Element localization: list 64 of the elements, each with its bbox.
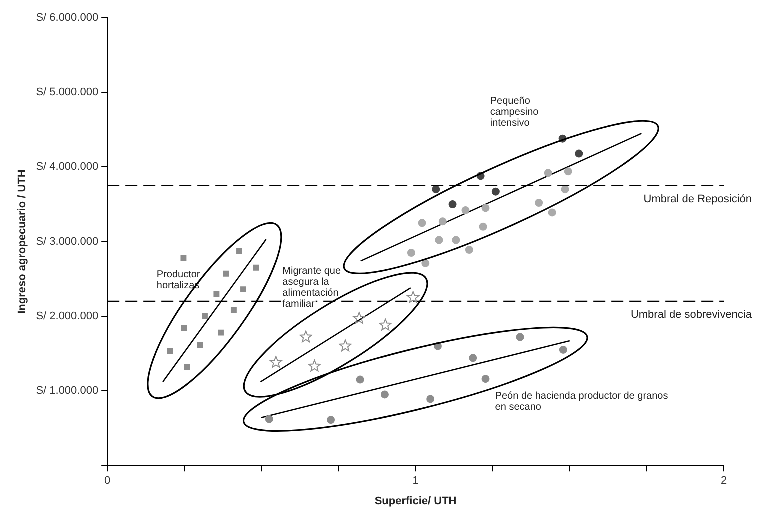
point [535, 199, 544, 208]
y-tick-label: S/ 1.000.000 [36, 385, 99, 398]
y-tick-label: S/ 5.000.000 [36, 86, 99, 99]
point [469, 354, 478, 362]
point [253, 264, 260, 271]
point [492, 188, 500, 196]
point [564, 168, 572, 176]
point [438, 218, 447, 226]
point [407, 291, 420, 304]
point [448, 200, 457, 208]
x-tick-label: 1 [412, 475, 419, 488]
point [559, 346, 568, 354]
point [218, 330, 224, 336]
ref-line-label: Umbral de sobrevivencia [630, 309, 753, 322]
annotation: Peón de hacienda productor de granos en secano [495, 391, 668, 414]
point [223, 270, 230, 277]
point [462, 206, 470, 214]
point [180, 255, 187, 262]
x-axis-title: Superficie/ UTH [374, 495, 457, 508]
y-tick-label: S/ 2.000.000 [36, 310, 99, 322]
point [202, 313, 208, 320]
point [308, 360, 321, 372]
point [339, 340, 352, 352]
point [482, 204, 490, 212]
point [452, 236, 460, 244]
y-tick-label: S/ 3.000.000 [36, 236, 99, 248]
y-tick-label: S/ 6.000.000 [36, 12, 99, 24]
point [561, 186, 570, 194]
point [236, 248, 242, 254]
point [353, 312, 366, 324]
point [479, 222, 488, 231]
y-tick-label: S/ 4.000.000 [36, 161, 99, 174]
point [426, 395, 435, 404]
point [240, 286, 246, 293]
point [482, 375, 490, 384]
point [544, 169, 552, 178]
point [380, 390, 389, 399]
y-axis-title: Ingreso agropecuario / UTH [16, 170, 29, 314]
point [181, 325, 187, 332]
point [265, 415, 274, 424]
point [465, 246, 474, 254]
x-tick-label: 2 [720, 475, 728, 488]
point [379, 318, 392, 331]
point [230, 307, 237, 314]
ref-line-label: Umbral de Reposición [644, 193, 752, 206]
point [435, 236, 444, 244]
point [432, 186, 440, 194]
point [548, 208, 556, 217]
point [214, 291, 220, 297]
point [356, 376, 364, 384]
point [327, 416, 336, 424]
point [167, 348, 174, 354]
point [516, 333, 524, 342]
x-tick-label: 0 [104, 475, 111, 488]
point [270, 356, 282, 368]
point [575, 150, 584, 158]
point [418, 219, 426, 228]
point [197, 342, 204, 348]
point [300, 330, 312, 343]
point [422, 259, 430, 268]
annotation: Pequeño campesino intensivo [490, 96, 540, 130]
annotation: Migrante que asegura la alimentación familiar [282, 266, 342, 310]
point [184, 364, 190, 370]
point [407, 248, 416, 257]
